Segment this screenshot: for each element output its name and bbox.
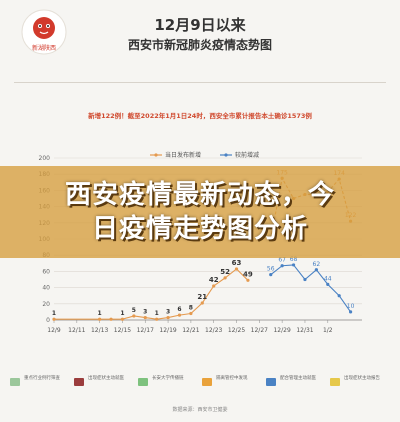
data-point: [291, 263, 296, 267]
y-tick-label: 60: [42, 268, 50, 275]
data-label: 1: [52, 310, 56, 317]
data-point: [212, 284, 216, 288]
bottom-legend: 重点行业例行筛查 出现症状主动就医 长安大学传播链 隔离管控中发现 配合管理主动就医 出现…: [10, 374, 394, 400]
data-point: [246, 278, 250, 282]
data-point: [303, 277, 307, 282]
data-label: 68: [290, 256, 298, 263]
page-subtitle: 西安市新冠肺炎疫情态势图: [127, 38, 272, 52]
headline-line-1: 西安疫情最新动态，今: [64, 180, 335, 210]
x-tick-label: 12/17: [137, 327, 154, 334]
bottom-legend-swatch: [138, 378, 148, 386]
data-label: 1: [120, 310, 124, 317]
data-point: [337, 294, 341, 298]
data-point: [189, 311, 193, 316]
data-point: [155, 317, 159, 321]
data-point: [52, 317, 56, 321]
data-label: 62: [313, 261, 321, 268]
data-label: 67: [278, 257, 286, 264]
x-tick-label: 1/2: [323, 327, 333, 334]
headline-line-2: 日疫情走势图分析: [91, 214, 308, 244]
data-point: [166, 315, 170, 320]
bottom-legend-swatch: [202, 378, 212, 386]
bottom-legend-swatch: [10, 378, 20, 386]
legend-label-trend: 较前增减: [235, 151, 259, 159]
x-tick-label: 12/25: [228, 327, 245, 334]
y-tick-label: 40: [42, 285, 50, 292]
x-tick-label: 12/11: [68, 327, 85, 334]
bottom-legend-label: 出现症状主动就医: [88, 376, 124, 381]
data-label: 8: [189, 305, 193, 312]
x-tick-label: 12/9: [47, 327, 61, 334]
data-label: 10: [347, 303, 355, 310]
data-label: 1: [98, 310, 102, 317]
y-tick-label: 20: [42, 301, 50, 308]
data-label: 3: [143, 309, 147, 316]
y-tick-label: 200: [39, 155, 51, 162]
data-point: [98, 317, 102, 321]
bottom-legend-label: 配合管理主动就医: [280, 376, 316, 381]
data-label: 5: [132, 307, 136, 314]
data-point: [223, 276, 227, 280]
legend-label-onset: 当日发布新增: [165, 151, 201, 159]
bottom-legend-item: 出现症状主动报告: [330, 374, 394, 400]
bottom-legend-item: 长安大学传播链: [138, 374, 202, 400]
bottom-legend-swatch: [74, 378, 84, 386]
headline-banner: 西安疫情最新动态，今 日疫情走势图分析: [0, 166, 400, 258]
bottom-legend-label: 出现症状主动报告: [344, 376, 380, 381]
x-tick-label: 12/19: [159, 327, 176, 334]
bottom-legend-swatch: [266, 378, 276, 386]
data-point: [348, 310, 353, 314]
bottom-legend-label: 隔离管控中发现: [216, 376, 248, 381]
bottom-legend-item: 隔离管控中发现: [202, 374, 266, 400]
data-point: [314, 268, 318, 272]
data-point: [200, 301, 204, 305]
y-tick-label: 0: [46, 317, 50, 324]
data-point: [326, 282, 330, 286]
page-title: 12月9日以来: [154, 16, 246, 34]
logo-emblem: 新湖陕西: [21, 9, 67, 55]
data-point: [109, 317, 113, 321]
series-line-1: [270, 264, 352, 313]
data-label: 49: [243, 270, 253, 278]
summary-red: 新增122例！截至2022年1月1日24时，西安全市累计报告本土确诊1573例: [88, 112, 312, 120]
bottom-legend-swatch: [330, 378, 340, 386]
bottom-legend-item: 重点行业例行筛查: [10, 374, 74, 400]
data-point: [143, 315, 147, 320]
header-divider: [14, 82, 386, 83]
legend-marker-trend: [224, 153, 228, 157]
bottom-legend-item: 配合管理主动就医: [266, 374, 330, 400]
data-label: 56: [267, 266, 275, 273]
data-point: [234, 267, 239, 271]
x-tick-label: 12/13: [91, 327, 108, 334]
logo-text: 新湖陕西: [32, 44, 56, 52]
data-label: 21: [197, 293, 207, 301]
x-tick-label: 12/27: [251, 327, 268, 334]
x-tick-label: 12/15: [114, 327, 131, 334]
data-point: [132, 314, 136, 318]
data-label: 44: [324, 275, 332, 282]
data-label: 1: [155, 310, 159, 317]
data-point: [120, 317, 125, 321]
x-tick-label: 12/23: [205, 327, 222, 334]
x-tick-label: 12/31: [296, 327, 313, 334]
bottom-legend-label: 重点行业例行筛查: [24, 376, 60, 381]
bottom-legend-item: 出现症状主动就医: [74, 374, 138, 400]
series-line-0: [54, 268, 249, 320]
legend-marker-onset: [154, 153, 158, 157]
data-point: [177, 313, 182, 317]
data-point: [269, 273, 273, 277]
bottom-legend-label: 长安大学传播链: [152, 376, 184, 381]
footer-source: 数据来源：西安市卫健委: [172, 407, 228, 413]
data-point: [280, 264, 284, 268]
data-label: 6: [177, 306, 181, 313]
data-label: 3: [166, 309, 170, 316]
x-tick-label: 12/21: [182, 327, 199, 334]
data-label: 63: [232, 259, 242, 267]
data-label: 52: [220, 268, 230, 276]
x-tick-label: 12/29: [273, 327, 290, 334]
summary-text: 新增122例！截至2022年1月1日24时，西安全市累计报告本土确诊1573例: [0, 110, 400, 120]
data-label: 42: [209, 276, 219, 284]
